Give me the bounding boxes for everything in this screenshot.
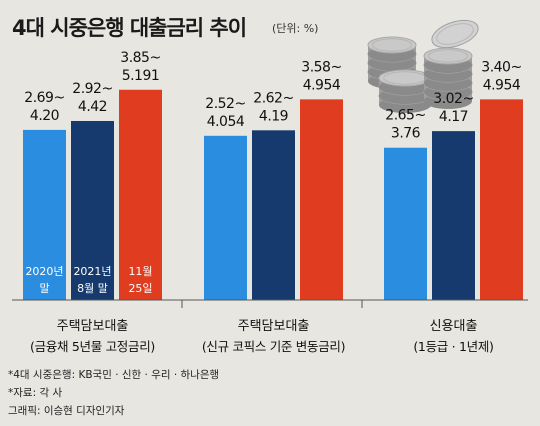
category-label-2: 신용대출 bbox=[430, 319, 478, 334]
chart-title: 4대 시중은행 대출금리 추이 bbox=[12, 16, 247, 40]
data-label-0-1-1: 4.42 bbox=[78, 99, 107, 115]
data-label-0-0-0: 2.69~ bbox=[24, 90, 64, 106]
legend-label-2-1: 25일 bbox=[128, 281, 152, 295]
category-sublabel-1: (신규 코픽스 기준 변동금리) bbox=[202, 339, 345, 354]
data-label-1-1-1: 4.19 bbox=[259, 108, 288, 124]
data-label-0-2-0: 3.85~ bbox=[120, 50, 160, 66]
data-label-2-0-0: 2.65~ bbox=[385, 108, 425, 124]
legend-label-2-0: 11월 bbox=[128, 265, 152, 278]
footnotes: *4대 시중은행: KB국민 · 신한 · 우리 · 하나은행 *자료: 각 사… bbox=[8, 366, 219, 420]
data-label-2-0-1: 3.76 bbox=[391, 126, 421, 142]
data-label-2-2-1: 4.954 bbox=[483, 77, 521, 93]
bar-0-2 bbox=[119, 89, 162, 301]
footnote-source: *자료: 각 사 bbox=[8, 387, 63, 399]
legend-label-0-1: 말 bbox=[39, 282, 49, 295]
data-label-2-2-0: 3.40~ bbox=[481, 59, 521, 75]
bar-2-1 bbox=[432, 131, 475, 300]
data-label-1-2-1: 4.954 bbox=[303, 77, 341, 93]
data-label-0-2-1: 5.191 bbox=[122, 68, 160, 84]
data-label-1-0-1: 4.054 bbox=[207, 114, 245, 130]
data-label-1-0-0: 2.52~ bbox=[205, 96, 245, 112]
data-label-1-2-0: 3.58~ bbox=[301, 59, 341, 75]
legend-label-1-1: 8월 말 bbox=[77, 282, 108, 295]
bar-2-2 bbox=[480, 99, 523, 300]
category-label-1: 주택담보대출 bbox=[238, 319, 310, 334]
unit-label: (단위: %) bbox=[272, 22, 319, 35]
bar-1-1 bbox=[252, 130, 295, 300]
bar-1-2 bbox=[300, 99, 343, 300]
data-label-1-1-0: 2.62~ bbox=[253, 90, 293, 106]
data-label-2-1-1: 4.17 bbox=[439, 109, 468, 125]
category-label-0: 주택담보대출 bbox=[57, 319, 129, 334]
data-label-2-1-0: 3.02~ bbox=[433, 91, 473, 107]
legend-label-1-0: 2021년 bbox=[73, 265, 111, 278]
bar-0-1 bbox=[71, 120, 114, 301]
data-label-0-1-0: 2.92~ bbox=[72, 81, 112, 97]
data-label-0-0-1: 4.20 bbox=[30, 108, 59, 124]
category-sublabel-2: (1등급 · 1년제) bbox=[413, 339, 493, 354]
legend-label-0-0: 2020년 bbox=[25, 265, 63, 278]
bar-0-0 bbox=[23, 129, 66, 300]
coin-stack-icon bbox=[367, 19, 479, 113]
bar-2-0 bbox=[384, 147, 427, 300]
bar-1-0 bbox=[204, 135, 247, 300]
footnote-banks: *4대 시중은행: KB국민 · 신한 · 우리 · 하나은행 bbox=[8, 369, 220, 381]
footnote-credit: 그래픽: 이승현 디자인기자 bbox=[8, 405, 125, 417]
category-sublabel-0: (금융채 5년물 고정금리) bbox=[30, 339, 155, 354]
